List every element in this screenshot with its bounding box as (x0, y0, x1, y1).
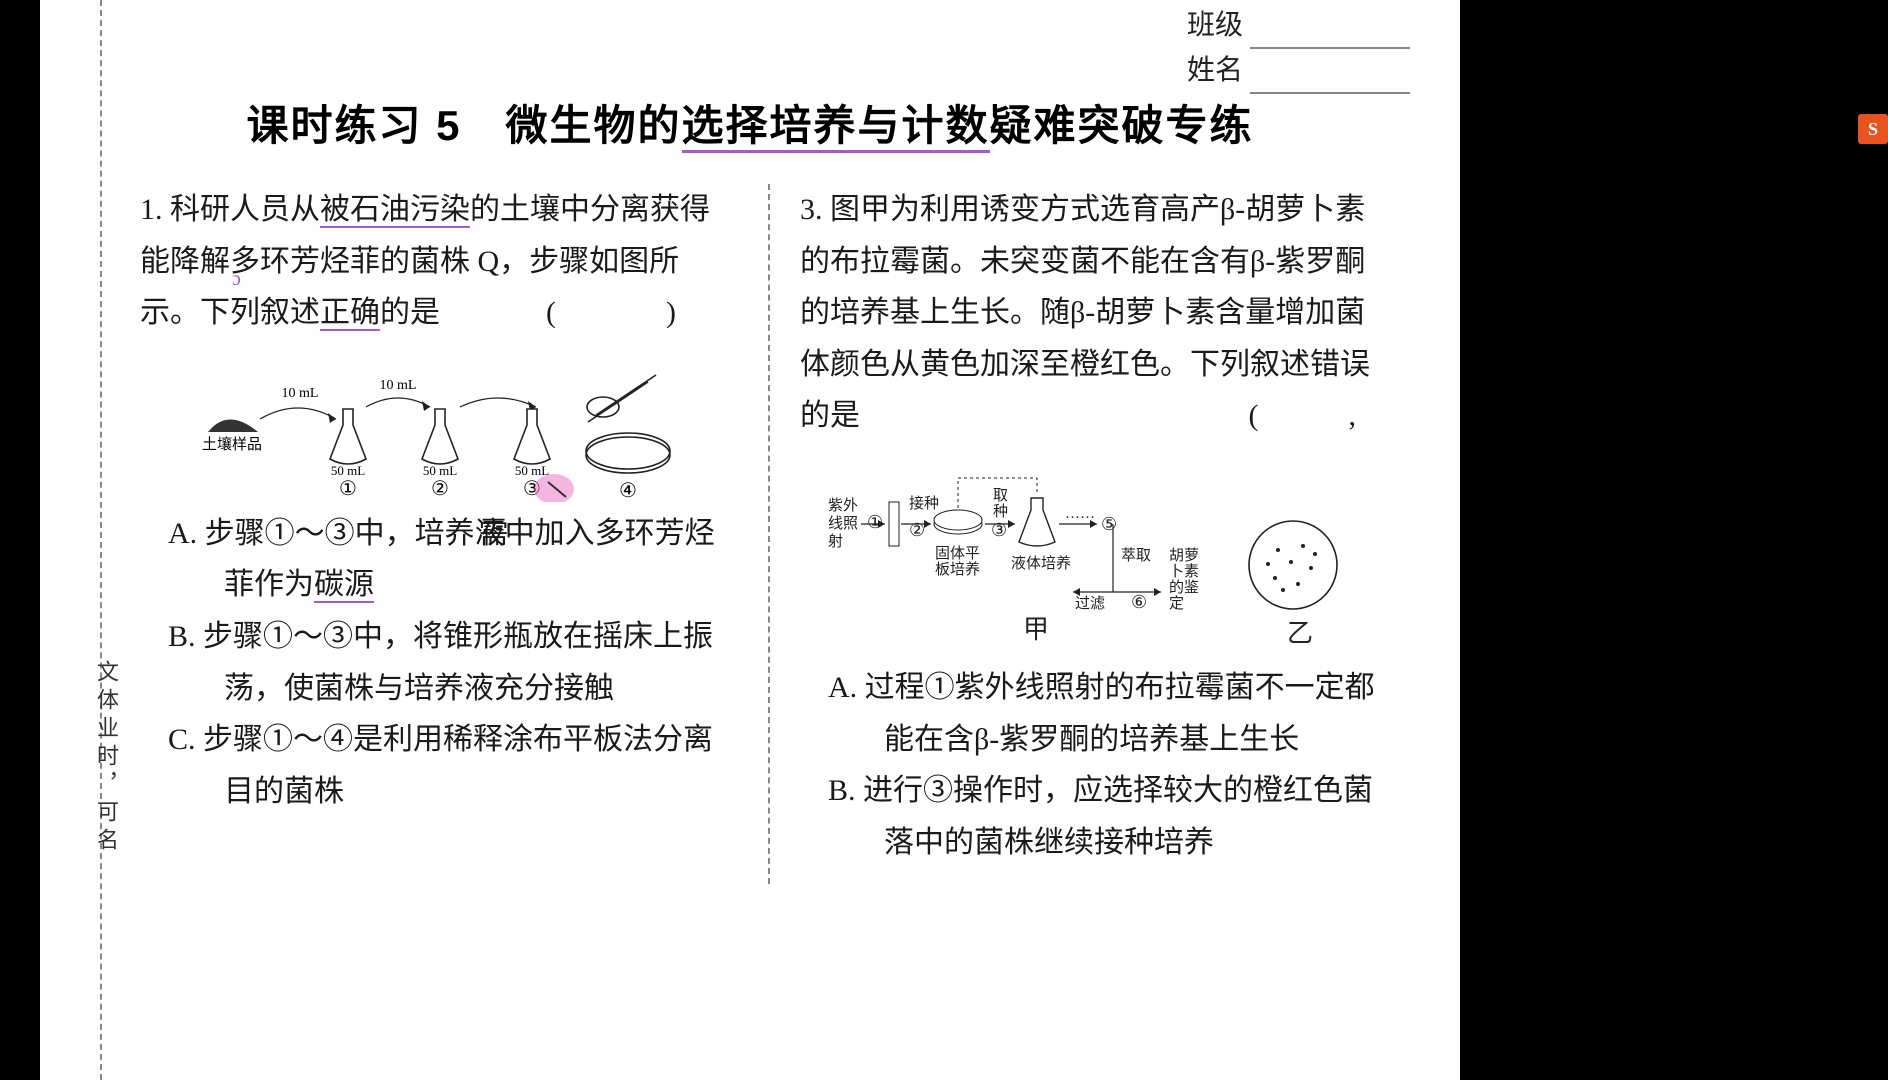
name-field[interactable] (1250, 70, 1410, 94)
uv-label-2: 线照 (828, 515, 858, 532)
q3-stem: 3. 图甲为利用诱变方式选育高产β-胡萝卜素的布拉霉菌。未突变菌不能在含有β-紫… (800, 184, 1386, 442)
q1-u1: 被石油污染 (320, 193, 470, 228)
title-underlined: 选择培养与计数 (682, 102, 990, 153)
q1-optA: A. 步骤①～③中，培养液中需加入多环芳烃菲作为碳源 (168, 508, 726, 611)
soil-label: 土壤样品 (202, 435, 262, 453)
q1-optC: C. 步骤①～④是利用稀释涂布平板法分离目的菌株 (168, 714, 726, 817)
uv-label-3: 射 (828, 533, 843, 550)
hlb1: 胡萝 (1169, 547, 1199, 564)
column-divider (768, 184, 770, 884)
plate: 固体平 (935, 545, 980, 562)
arc1-label: 10 mL (282, 386, 319, 401)
fig-a-label: 甲 (1023, 615, 1049, 644)
q1-stem: 1. 科研人员从被石油污染的土壤中分离获得能降解多环芳烃菲的菌株 Q，步骤如图所… (140, 184, 726, 339)
q3-optA: A. 过程①紫外线照射的布拉霉菌不一定都能在含β-紫罗酮的培养基上生长 (828, 662, 1386, 765)
step2-label: ② (431, 478, 449, 500)
gl: 过滤 (1075, 595, 1105, 612)
class-label: 班级 (1187, 10, 1243, 41)
q1-answer-blank[interactable]: ( ) (546, 287, 716, 339)
q1-u2: 正确 (320, 296, 380, 331)
q1-options: A. 步骤①～③中，培养液中需加入多环芳烃菲作为碳源 B. 步骤①～③中，将锥形… (140, 508, 726, 818)
n5: ⑤ (1101, 514, 1117, 534)
n6: ⑥ (1131, 592, 1147, 612)
hlb4: 定 (1169, 595, 1184, 612)
purple-tick-icon: ɔ (232, 262, 241, 296)
class-field[interactable] (1250, 25, 1410, 49)
content-columns: 1. 科研人员从被石油污染的土壤中分离获得能降解多环芳烃菲的菌株 Q，步骤如图所… (140, 184, 1410, 1080)
q3-diagram: 紫外 线照 射 ① 接种 ② 固体平 (813, 450, 1373, 650)
q1-optA-u: 碳源 (314, 568, 374, 603)
page-title: 课时练习 5 微生物的选择培养与计数疑难突破专练 (40, 92, 1460, 153)
sidebar-button[interactable]: S (1858, 114, 1888, 144)
q3-answer-blank[interactable]: ( , (1249, 390, 1387, 442)
margin-handwriting: 文体业时，可名 (90, 660, 122, 856)
step1-label: ① (339, 478, 357, 500)
plate2: 板培养 (935, 560, 980, 578)
student-info-block: 班级 姓名 (1187, 4, 1410, 94)
flask1-vol: 50 mL (331, 463, 365, 478)
fig-b-label: 乙 (1287, 619, 1313, 648)
flask3-vol: 50 mL (515, 463, 549, 478)
n2: ② (909, 520, 925, 540)
jz: 接种 (909, 495, 939, 512)
uv-label-1: 紫外 (828, 497, 858, 514)
hlb3: 的鉴 (1169, 579, 1199, 596)
liquid: 液体培养 (1011, 555, 1071, 572)
column-right: 3. 图甲为利用诱变方式选育高产β-胡萝卜素的布拉霉菌。未突变菌不能在含有β-紫… (788, 184, 1410, 1080)
q3-optB: B. 进行③操作时，应选择较大的橙红色菌落中的菌株继续接种培养 (828, 765, 1386, 868)
name-line: 姓名 (1187, 49, 1410, 94)
step4-label: ④ (619, 480, 637, 502)
title-pre: 课时练习 5 微生物的 (246, 102, 681, 149)
q1-diagram: 土壤样品 10 mL 10 mL 50 mL 50 mL 50 mL (188, 347, 678, 502)
cq: 萃取 (1121, 547, 1151, 564)
q1-text-pre: 科研人员从 (170, 193, 320, 226)
dots: …… (1065, 506, 1095, 522)
class-line: 班级 (1187, 4, 1410, 49)
n3: ③ (991, 520, 1007, 540)
q1-number: 1. (140, 193, 163, 226)
hlb2: 卜素 (1169, 563, 1199, 580)
q3-options: A. 过程①紫外线照射的布拉霉菌不一定都能在含β-紫罗酮的培养基上生长 B. 进… (800, 662, 1386, 868)
qq2: 种 (993, 503, 1008, 520)
q1-optB: B. 步骤①～③中，将锥形瓶放在摇床上振荡，使菌株与培养液充分接触 (168, 611, 726, 714)
q1-mid2: 的是 (380, 296, 440, 329)
left-margin-dashed (100, 0, 102, 1080)
arc2-label: 10 mL (380, 378, 417, 393)
worksheet-page: 文体业时，可名 班级 姓名 课时练习 5 微生物的选择培养与计数疑难突破专练 1… (40, 0, 1460, 1080)
column-left: 1. 科研人员从被石油污染的土壤中分离获得能降解多环芳烃菲的菌株 Q，步骤如图所… (140, 184, 750, 1080)
flask2-vol: 50 mL (423, 463, 457, 478)
qq1: 取 (993, 487, 1008, 504)
name-label: 姓名 (1187, 55, 1243, 86)
title-post: 疑难突破专练 (990, 102, 1254, 149)
q3-number: 3. (800, 193, 823, 226)
